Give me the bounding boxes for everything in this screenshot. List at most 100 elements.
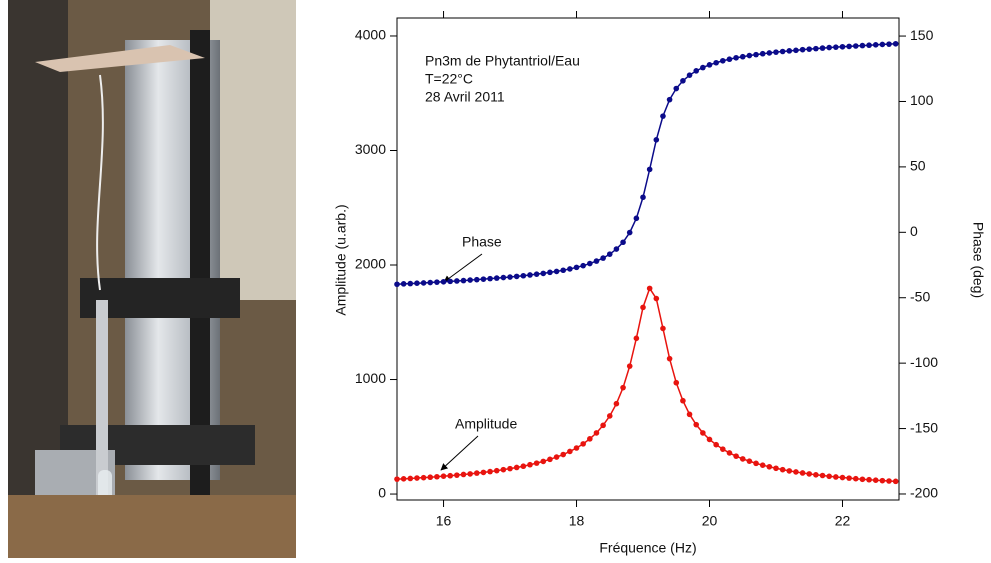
data-point xyxy=(839,474,846,481)
data-point xyxy=(673,379,680,386)
data-point xyxy=(567,448,573,455)
data-point xyxy=(892,478,899,485)
data-point xyxy=(846,43,852,50)
data-point xyxy=(680,78,686,84)
data-point xyxy=(547,456,553,463)
data-point xyxy=(414,475,420,481)
y2-tick-label: -200 xyxy=(910,485,938,501)
x-tick-label: 22 xyxy=(835,513,851,529)
data-point xyxy=(540,458,547,465)
data-point xyxy=(746,52,753,59)
data-point xyxy=(859,476,866,483)
data-point xyxy=(646,285,653,292)
data-point xyxy=(852,43,859,49)
data-point xyxy=(467,277,473,283)
data-point xyxy=(640,194,646,201)
data-point xyxy=(786,468,793,474)
plot-frame xyxy=(396,17,900,501)
data-point xyxy=(567,266,573,272)
y2-axis-label: Phase (deg) xyxy=(970,222,986,298)
data-point xyxy=(467,471,473,477)
data-point xyxy=(547,269,553,276)
data-point xyxy=(833,44,839,50)
data-point xyxy=(872,42,879,48)
photo xyxy=(8,0,296,558)
data-point xyxy=(480,276,487,282)
data-point xyxy=(420,474,427,481)
data-point xyxy=(653,295,660,302)
y-tick-label: 3000 xyxy=(355,141,386,157)
data-point xyxy=(454,472,460,478)
annotation: Pn3m de Phytantriol/Eau xyxy=(425,53,580,69)
data-point xyxy=(693,421,700,428)
data-point xyxy=(593,258,600,264)
data-point xyxy=(700,430,706,436)
data-point xyxy=(533,460,540,466)
data-point xyxy=(600,422,606,429)
data-point xyxy=(626,229,633,236)
data-point xyxy=(886,478,892,484)
data-point xyxy=(773,49,779,55)
y2-tick-label: 50 xyxy=(910,158,926,174)
data-point xyxy=(493,467,500,474)
data-point xyxy=(487,468,493,475)
data-point xyxy=(473,276,480,283)
data-point xyxy=(606,251,613,257)
data-point xyxy=(813,45,819,52)
data-point xyxy=(726,56,733,63)
data-point xyxy=(759,462,766,468)
data-point xyxy=(513,464,520,471)
data-point xyxy=(886,41,892,47)
data-point xyxy=(799,46,806,53)
data-point xyxy=(846,475,852,481)
data-point xyxy=(487,275,493,282)
y-tick-label: 0 xyxy=(378,485,386,501)
data-point xyxy=(560,267,567,274)
series-line xyxy=(396,286,896,483)
data-point xyxy=(660,113,666,119)
data-point xyxy=(527,461,533,468)
y-axis-label: Amplitude (u.arb.) xyxy=(333,204,349,315)
data-point xyxy=(633,335,640,342)
data-point xyxy=(507,465,513,472)
y2-tick-label: 0 xyxy=(910,223,918,239)
data-point xyxy=(400,476,407,482)
data-point xyxy=(434,279,440,285)
data-point xyxy=(753,460,759,467)
data-point xyxy=(720,57,726,64)
data-point xyxy=(573,445,580,451)
data-point xyxy=(613,400,620,407)
data-point xyxy=(680,397,686,404)
data-point xyxy=(706,436,713,443)
x-tick-label: 18 xyxy=(569,513,585,529)
data-point xyxy=(454,278,460,284)
data-point xyxy=(733,54,739,61)
data-point xyxy=(806,471,813,477)
data-point xyxy=(773,465,779,472)
data-point xyxy=(872,477,879,483)
data-point xyxy=(553,454,560,460)
data-point xyxy=(480,469,487,476)
data-point xyxy=(560,451,567,458)
photo-wall xyxy=(210,0,296,300)
data-point xyxy=(686,411,693,418)
y-tick-label: 4000 xyxy=(355,27,386,43)
data-point xyxy=(633,215,640,222)
data-point xyxy=(520,463,527,470)
data-point xyxy=(739,456,746,462)
data-point xyxy=(859,42,866,49)
data-point xyxy=(427,474,434,481)
data-point xyxy=(799,470,806,476)
data-point xyxy=(786,48,793,54)
data-point xyxy=(420,280,427,286)
wire xyxy=(96,74,104,291)
data-point xyxy=(673,85,680,92)
data-point xyxy=(473,470,480,476)
y2-tick-label: 100 xyxy=(910,92,934,108)
data-point xyxy=(739,53,746,60)
data-point xyxy=(666,96,673,103)
y-tick-label: 1000 xyxy=(355,370,386,386)
data-point xyxy=(587,260,593,267)
